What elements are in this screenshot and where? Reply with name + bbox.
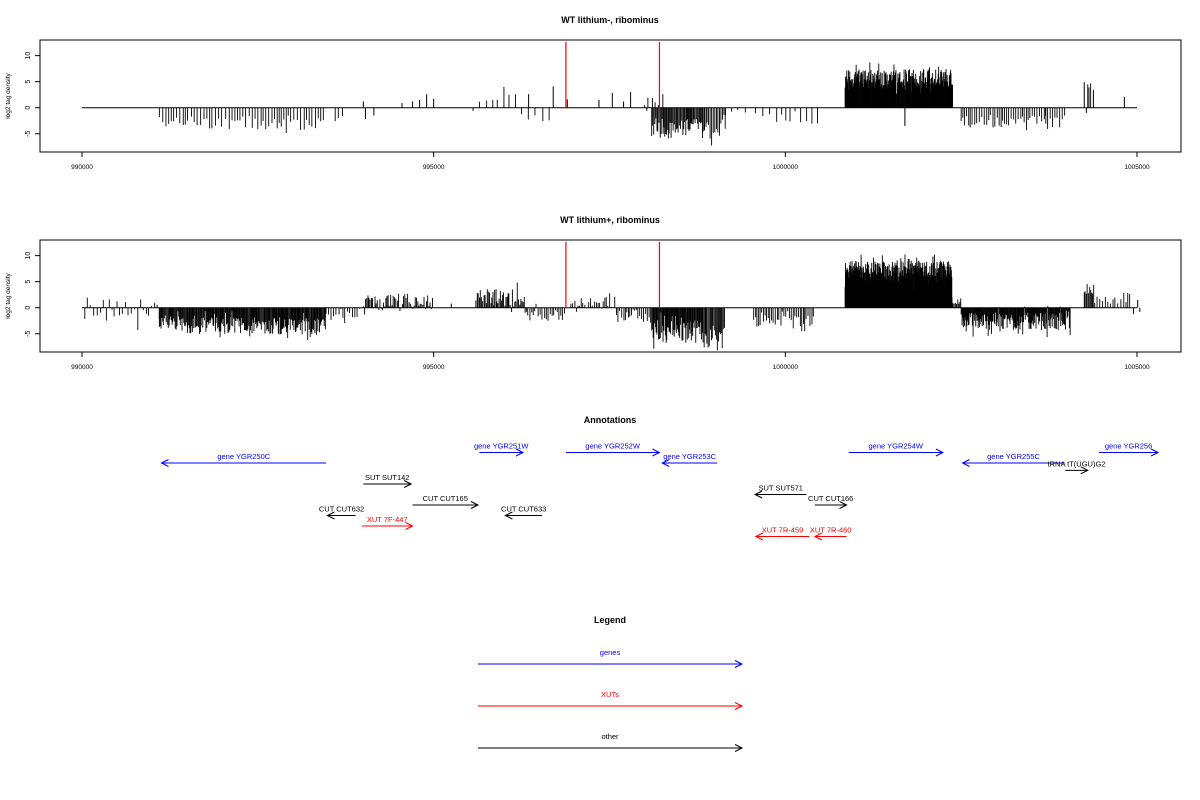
- x-tick-label: 1005000: [1124, 364, 1150, 371]
- feature-label: SUT SUT571: [759, 484, 803, 493]
- feature-label: CUT CUT633: [501, 505, 546, 514]
- feature-label: XUT 7R-459: [762, 526, 804, 535]
- y-tick-label: 0: [25, 106, 32, 110]
- feature-arrows: gene YGR250C gene YGR251W gene YGR252W gene…: [160, 442, 1160, 541]
- x-tick-label: 990000: [71, 364, 93, 371]
- legend-item: XUTs: [478, 690, 744, 710]
- panel-title: WT lithium-, ribominus: [561, 15, 659, 25]
- y-tick-label: -5: [25, 331, 32, 337]
- feature-label: gene YGR253C: [663, 452, 716, 461]
- panel-title: WT lithium+, ribominus: [560, 215, 660, 225]
- legend-arrow-head: [734, 660, 744, 668]
- feature-arrow-head: [1150, 448, 1160, 457]
- axis-ticks: 990000 995000 1000000 1005000 10 5 0 -5: [25, 252, 1150, 371]
- feature-label: gene YGR250C: [217, 452, 270, 461]
- feature-arrow-head: [470, 501, 480, 509]
- plot-frame: [39, 39, 1182, 153]
- feature-label: tRNA tT(UGU)G2: [1048, 459, 1106, 468]
- y-tick-label: 0: [25, 306, 32, 310]
- feature-label: CUT CUT166: [808, 494, 853, 503]
- plot-frame: [39, 239, 1182, 353]
- feature-arrow-head: [326, 511, 335, 520]
- feature-label: CUT CUT632: [319, 505, 364, 514]
- feature-arrow-head: [961, 459, 970, 467]
- feature-arrow-head: [652, 448, 661, 457]
- feature-arrow-head: [935, 448, 944, 457]
- legend-label: other: [601, 732, 619, 741]
- feature-arrow-head: [160, 459, 169, 467]
- x-tick-label: 995000: [423, 164, 445, 171]
- x-tick-label: 1005000: [1124, 164, 1150, 171]
- x-tick-label: 995000: [423, 364, 445, 371]
- feature-arrow-head: [813, 532, 823, 541]
- legend-arrow-head: [734, 702, 744, 710]
- feature-label: XUT 7R-460: [810, 526, 852, 535]
- legend: Legend genes XUTs other: [478, 615, 744, 752]
- feature-arrow-head: [661, 459, 670, 467]
- x-tick-label: 1000000: [773, 364, 799, 371]
- legend-label: XUTs: [601, 690, 619, 699]
- annotations-title: Annotations: [584, 415, 637, 425]
- y-tick-label: 10: [25, 52, 32, 60]
- x-tick-label: 990000: [71, 164, 93, 171]
- feature-label: gene YGR251W: [474, 442, 529, 451]
- feature-label: gene YGR254W: [869, 442, 924, 451]
- signal-bars: [82, 42, 1137, 146]
- feature-arrow-head: [504, 511, 513, 520]
- feature-label: gene YGR256: [1105, 442, 1152, 451]
- signal-bars: [82, 242, 1141, 351]
- x-tick-label: 1000000: [773, 164, 799, 171]
- feature-arrow-head: [403, 480, 413, 488]
- y-tick-label: -5: [25, 131, 32, 137]
- y-axis-label: log2 tag density: [5, 72, 12, 118]
- feature-label: XUT 7F-447: [367, 515, 408, 524]
- feature-arrow-head: [839, 501, 848, 509]
- legend-item: other: [478, 732, 744, 752]
- y-tick-label: 5: [25, 80, 32, 84]
- feature-label: gene YGR255C: [987, 452, 1040, 461]
- y-tick-label: 10: [25, 252, 32, 260]
- legend-arrow-head: [734, 744, 744, 752]
- feature-arrow-head: [515, 448, 525, 457]
- y-axis-label: log2 tag density: [5, 272, 12, 318]
- track-panel-lithium-minus: WT lithium-, ribominus 990000 995000 10000…: [5, 15, 1182, 171]
- feature-arrow-head: [754, 532, 764, 541]
- feature-arrow-head: [405, 522, 414, 530]
- feature-label: CUT CUT165: [423, 494, 468, 503]
- track-panel-lithium-plus: WT lithium+, ribominus 990000 995000 10000…: [5, 215, 1182, 371]
- feature-arrow-head: [753, 490, 763, 499]
- axis-ticks: 990000 995000 1000000 1005000 10 5 0 -5: [25, 52, 1150, 171]
- legend-label: genes: [600, 648, 621, 657]
- feature-arrow-head: [1080, 466, 1089, 475]
- feature-label: SUT SUT142: [365, 473, 409, 482]
- legend-item: genes: [478, 648, 744, 668]
- y-tick-label: 5: [25, 280, 32, 284]
- legend-title: Legend: [594, 615, 626, 625]
- feature-label: gene YGR252W: [585, 442, 640, 451]
